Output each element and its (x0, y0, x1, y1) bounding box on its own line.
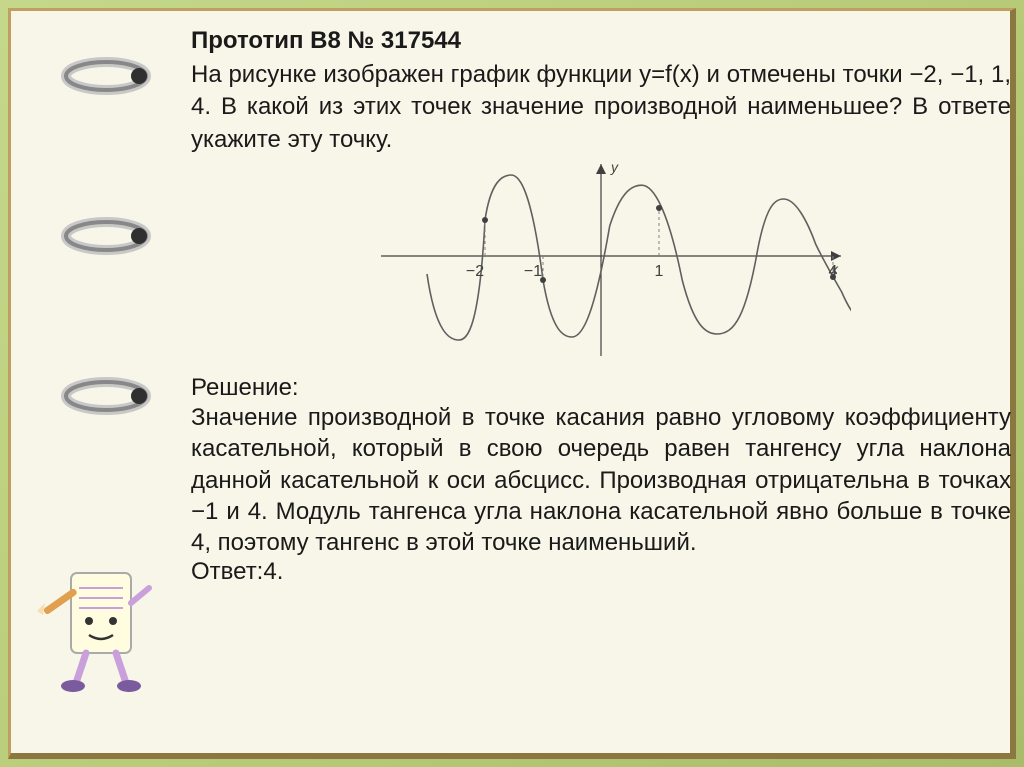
notebook-character-icon (31, 543, 161, 693)
function-graph: y x −2−114 (351, 156, 851, 366)
marked-point-dot (482, 217, 488, 223)
ring-icon (61, 51, 151, 101)
slide-root: Прототип B8 № 317544 На рисунке изображе… (0, 0, 1024, 767)
marked-point-label: −2 (466, 263, 484, 280)
marked-point-label: 4 (829, 263, 838, 280)
task-title: Прототип B8 № 317544 (191, 27, 1011, 55)
paper-sheet: Прототип B8 № 317544 На рисунке изображе… (8, 8, 1016, 759)
task-text: На рисунке изображен график функции y=f(… (191, 59, 1011, 156)
solution-text: Значение производной в точке касания рав… (191, 402, 1011, 558)
ring-icon (61, 371, 151, 421)
marked-point-label: 1 (655, 263, 664, 280)
solution-label: Решение: (191, 374, 1011, 402)
ring-icon (61, 211, 151, 261)
marked-point-label: −1 (524, 263, 542, 280)
function-curve (427, 175, 851, 340)
marked-point-dot (656, 205, 662, 211)
content-area: Прототип B8 № 317544 На рисунке изображе… (191, 27, 1011, 586)
answer-text: Ответ:4. (191, 558, 1011, 586)
axis-label-y: y (610, 159, 619, 175)
